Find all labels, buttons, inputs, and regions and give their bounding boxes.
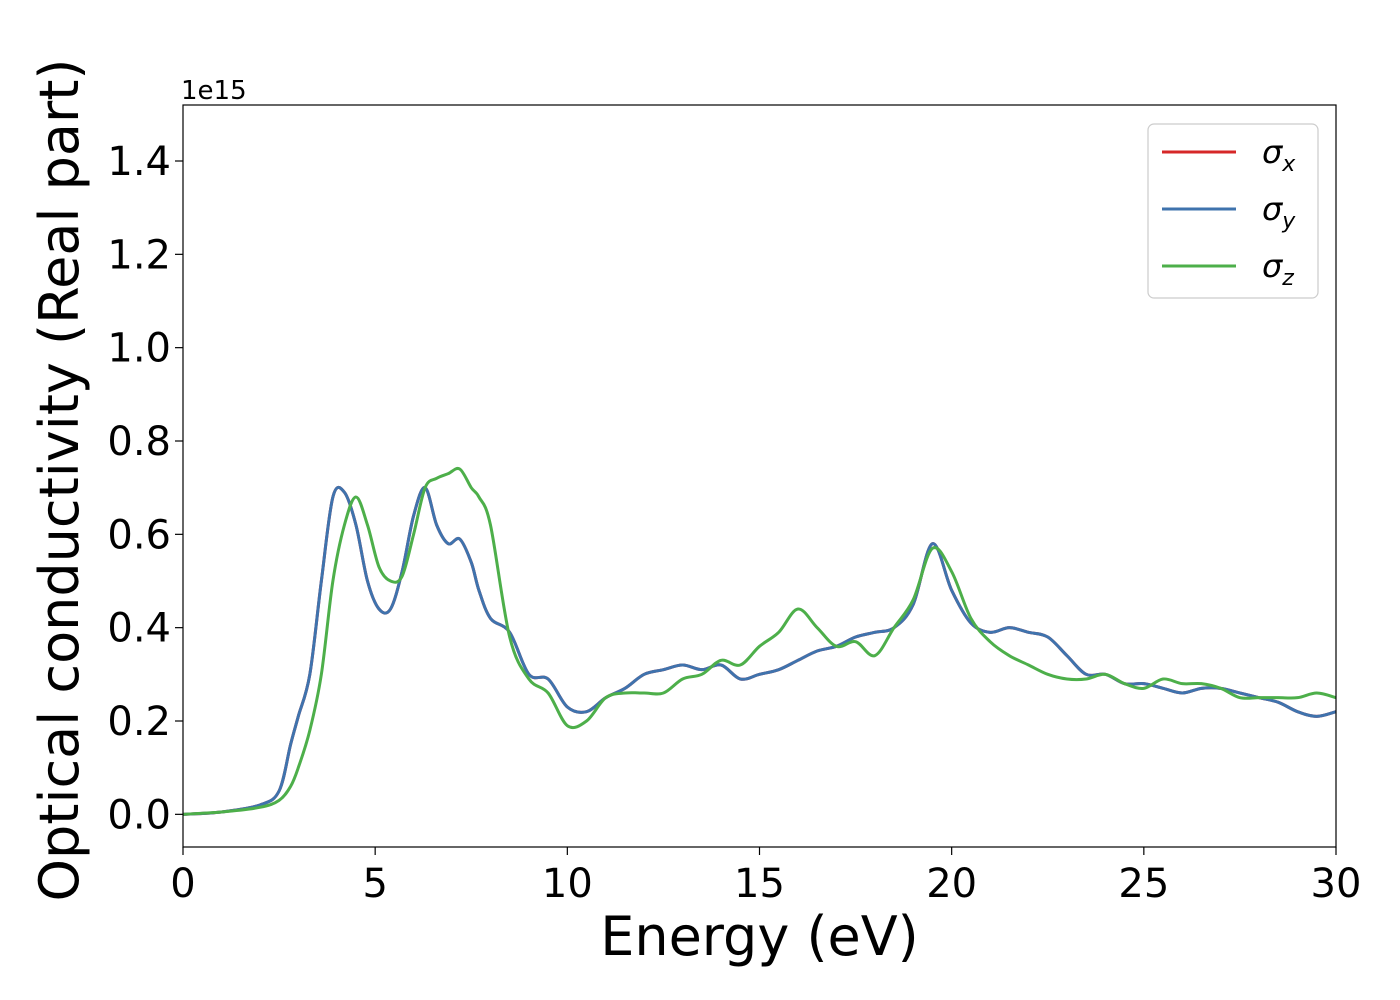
y-offset-label: 1e15: [181, 76, 247, 106]
legend-symbol: σ: [1262, 133, 1284, 171]
x-tick-label: 20: [926, 861, 977, 907]
series-layer: [183, 466, 1336, 816]
x-axis-label: Energy (eV): [600, 905, 919, 968]
y-tick-label: 0.4: [107, 606, 171, 652]
x-tick-label: 15: [734, 861, 785, 907]
legend-label-z: σz: [1262, 247, 1294, 291]
series-line-y: [183, 485, 1336, 816]
y-tick-label: 0.6: [107, 512, 171, 558]
x-tick-label: 10: [542, 861, 593, 907]
y-tick-label: 0.8: [107, 419, 171, 465]
legend-symbol: σ: [1262, 247, 1284, 285]
legend-subscript: y: [1281, 209, 1296, 234]
x-tick-label: 0: [170, 861, 195, 907]
x-tick-label: 30: [1311, 861, 1362, 907]
series-line-x: [183, 485, 1336, 816]
legend-label-y: σy: [1262, 190, 1296, 234]
x-tick-label: 25: [1118, 861, 1169, 907]
legend-box: [1147, 123, 1319, 299]
legend-subscript: x: [1281, 152, 1296, 177]
legend-symbol: σ: [1262, 190, 1284, 228]
y-tick-label: 0.2: [107, 699, 171, 745]
series-line-z: [183, 466, 1336, 816]
legend-label-x: σx: [1262, 133, 1296, 177]
y-tick-label: 1.2: [107, 232, 171, 278]
y-axis-label: Optical conductivity (Real part): [28, 59, 91, 902]
x-tick-label: 5: [362, 861, 387, 907]
ticks-layer: 0 5 10 15 20 25 30 0.0 0.2 0.4 0.6 0.8 1.0 1.2 1.4: [107, 139, 1361, 907]
y-tick-label: 1.0: [107, 326, 171, 372]
y-tick-label: 0.0: [107, 792, 171, 838]
y-tick-label: 1.4: [107, 139, 171, 185]
legend-subscript: z: [1281, 266, 1294, 291]
